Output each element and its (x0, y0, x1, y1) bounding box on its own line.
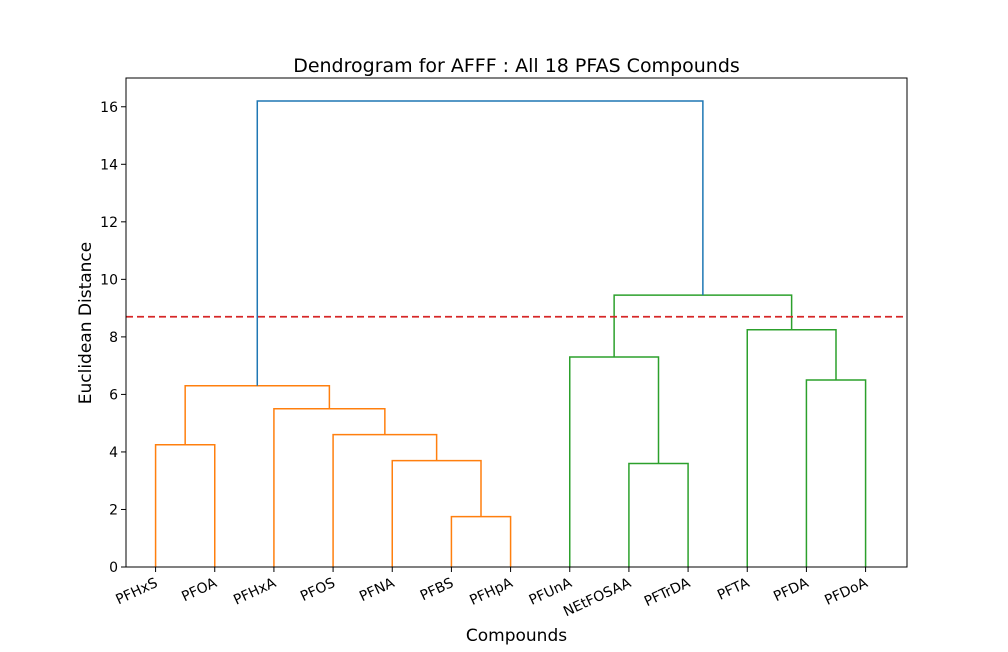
dendrogram-links (154, 100, 867, 567)
leaf-label: PFOS (298, 575, 338, 605)
y-axis-label: Euclidean Distance (76, 242, 96, 405)
y-tick-label: 8 (109, 330, 118, 346)
leaf-label: PFHpA (467, 575, 515, 609)
leaf-label: NEtFOSAA (561, 575, 634, 620)
leaf-label: PFOA (179, 575, 220, 605)
dendrogram-link-8 (569, 356, 660, 567)
dendrogram-link-10 (746, 328, 837, 567)
y-tick-label: 4 (109, 445, 118, 461)
dendrogram-link-4 (154, 444, 216, 567)
dendrogram-link-5 (273, 408, 386, 567)
dendrogram-link-3 (332, 433, 438, 567)
dendrogram-link-2 (391, 459, 482, 567)
leaf-label: PFBS (418, 575, 456, 604)
y-tick-label: 6 (109, 387, 118, 403)
plot-frame (125, 77, 908, 568)
dendrogram-link-12 (256, 100, 704, 386)
leaf-label: PFTA (715, 575, 752, 604)
leaf-label: PFHxA (231, 575, 279, 609)
chart-title: Dendrogram for AFFF : All 18 PFAS Compou… (293, 55, 740, 77)
dendrogram-link-6 (184, 385, 331, 445)
dendrogram-link-9 (805, 379, 867, 567)
leaf-label: PFDoA (822, 575, 870, 609)
y-tick-label: 2 (109, 502, 118, 518)
dendrogram-link-1 (450, 515, 512, 567)
y-tick-label: 16 (100, 100, 118, 116)
y-tick-label: 10 (100, 272, 118, 288)
dendrogram-link-11 (613, 294, 793, 358)
leaf-label: PFDA (771, 575, 811, 605)
leaf-label: PFNA (357, 575, 397, 605)
y-tick-label: 14 (100, 157, 118, 173)
y-tick-label: 12 (100, 215, 118, 231)
leaf-label: PFHxS (113, 575, 160, 608)
leaf-label: PFTrDA (642, 575, 693, 610)
y-tick-label: 0 (109, 560, 118, 576)
x-axis-label: Compounds (466, 626, 567, 646)
dendrogram-link-7 (628, 462, 689, 567)
axes-layer: 0 2 4 6 8 10 12 14 16 PFHxS PFOA PFHxA PFOS PFNA PFBS P… (100, 77, 908, 620)
